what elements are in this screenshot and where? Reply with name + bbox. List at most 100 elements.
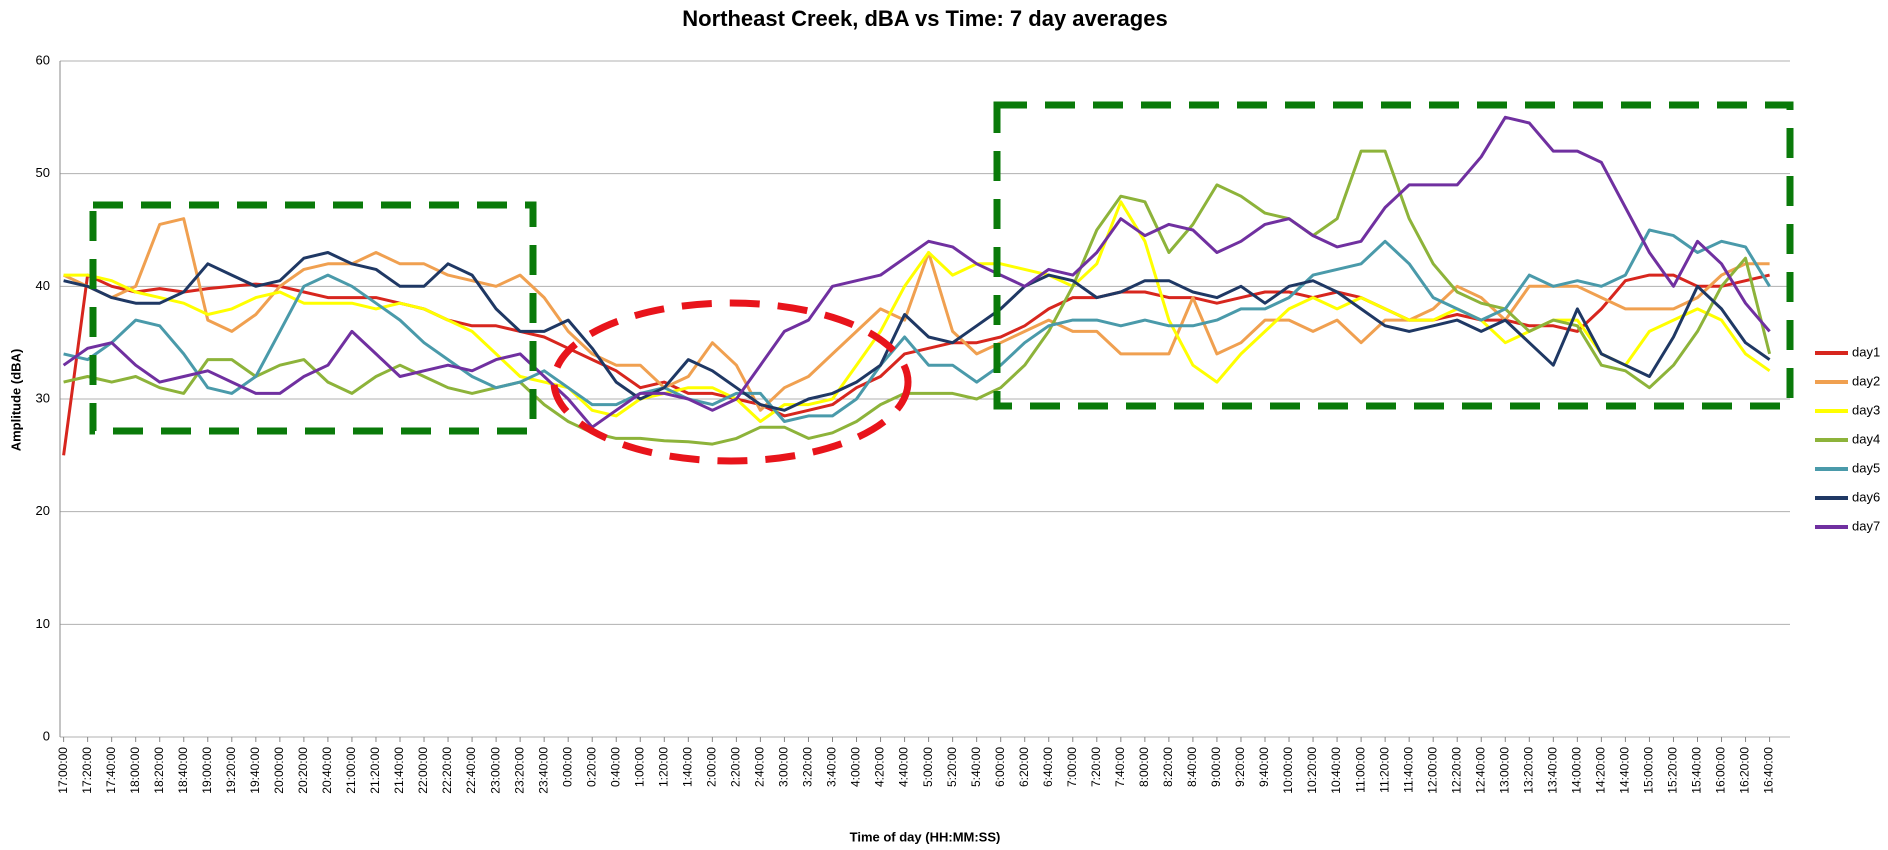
series-line (63, 251, 1771, 412)
x-tick-label: 5:00:00 (921, 747, 935, 787)
x-tick-label: 10:20:00 (1305, 747, 1319, 794)
x-tick-label: 22:20:00 (440, 747, 454, 794)
x-tick-label: 23:20:00 (512, 747, 526, 794)
highlight-box (993, 101, 1794, 410)
x-tick-label: 18:40:00 (176, 747, 190, 794)
x-tick-label: 11:20:00 (1377, 747, 1391, 793)
series-line (63, 228, 1771, 423)
y-tick-label: 30 (36, 390, 50, 405)
x-tick-label: 23:40:00 (536, 747, 550, 794)
x-tick-label: 18:00:00 (128, 747, 142, 794)
x-tick-label: 17:40:00 (104, 747, 118, 794)
x-tick-label: 1:00:00 (632, 747, 646, 787)
y-tick-label: 10 (36, 616, 50, 631)
x-tick-label: 12:00:00 (1425, 747, 1439, 794)
legend-label: day7 (1852, 518, 1880, 533)
x-tick-label: 13:00:00 (1497, 747, 1511, 794)
legend-label: day6 (1852, 489, 1880, 504)
x-tick-label: 12:20:00 (1449, 747, 1463, 794)
series-line (62, 115, 1771, 429)
x-tick-label: 22:00:00 (416, 747, 430, 794)
x-tick-label: 1:20:00 (656, 747, 670, 787)
x-tick-label: 9:40:00 (1257, 747, 1271, 787)
x-tick-label: 21:20:00 (368, 747, 382, 794)
x-tick-label: 4:20:00 (873, 747, 887, 787)
annotations (89, 101, 1794, 465)
x-tick-label: 9:20:00 (1233, 747, 1247, 787)
x-tick-label: 17:20:00 (80, 747, 94, 794)
x-tick-label: 0:40:00 (608, 747, 622, 787)
legend-label: day4 (1852, 431, 1880, 446)
x-tick-label: 14:00:00 (1570, 747, 1584, 794)
x-tick-label: 16:00:00 (1714, 747, 1728, 794)
x-tick-label: 15:00:00 (1642, 747, 1656, 794)
x-tick-label: 19:40:00 (248, 747, 262, 794)
y-tick-label: 60 (36, 52, 50, 67)
x-tick-label: 19:00:00 (200, 747, 214, 794)
x-tick-label: 20:40:00 (320, 747, 334, 794)
legend-label: day1 (1852, 344, 1880, 359)
y-axis-title: Amplitude (dBA) (8, 349, 23, 452)
x-tick-label: 20:20:00 (296, 747, 310, 794)
x-tick-label: 8:20:00 (1161, 747, 1175, 787)
legend-label: day3 (1852, 402, 1880, 417)
x-tick-label: 9:00:00 (1209, 747, 1223, 787)
chart-title: Northeast Creek, dBA vs Time: 7 day aver… (682, 6, 1167, 31)
x-tick-label: 3:00:00 (777, 747, 791, 787)
x-tick-label: 0:20:00 (584, 747, 598, 787)
series-line (63, 200, 1771, 423)
x-tick-label: 7:00:00 (1065, 747, 1079, 787)
x-tick-label: 6:00:00 (993, 747, 1007, 787)
legend-label: day2 (1852, 373, 1880, 388)
x-tick-label: 11:40:00 (1401, 747, 1415, 793)
y-tick-label: 0 (43, 728, 50, 743)
x-tick-label: 8:00:00 (1137, 747, 1151, 787)
lines (62, 115, 1772, 456)
x-tick-label: 2:20:00 (729, 747, 743, 787)
x-tick-label: 5:20:00 (945, 747, 959, 787)
x-tick-label: 19:20:00 (224, 747, 238, 794)
x-tick-label: 14:20:00 (1594, 747, 1608, 794)
x-tick-label: 18:20:00 (152, 747, 166, 794)
x-tick-label: 7:40:00 (1113, 747, 1127, 787)
x-tick-label: 1:40:00 (680, 747, 694, 787)
x-tick-label: 2:00:00 (705, 747, 719, 787)
x-tick-label: 3:20:00 (801, 747, 815, 787)
x-tick-label: 17:00:00 (56, 747, 70, 794)
x-tick-label: 6:20:00 (1017, 747, 1031, 787)
legend-label: day5 (1852, 460, 1880, 475)
x-tick-label: 23:00:00 (488, 747, 502, 794)
x-tick-label: 4:40:00 (897, 747, 911, 787)
x-tick-label: 16:40:00 (1762, 747, 1776, 794)
y-tick-label: 40 (36, 278, 50, 293)
x-tick-label: 10:40:00 (1329, 747, 1343, 794)
x-axis-title: Time of day (HH:MM:SS) (850, 829, 1001, 844)
x-tick-label: 3:40:00 (825, 747, 839, 787)
highlight-box (89, 201, 537, 435)
x-tick-label: 0:00:00 (560, 747, 574, 787)
x-tick-label: 16:20:00 (1738, 747, 1752, 794)
x-tick-label: 5:40:00 (969, 747, 983, 787)
highlight-ellipse (550, 299, 912, 465)
x-tick-label: 14:40:00 (1618, 747, 1632, 794)
x-tick-label: 4:00:00 (849, 747, 863, 787)
series-line (62, 217, 1770, 412)
y-tick-label: 20 (36, 503, 50, 518)
x-tick-label: 8:40:00 (1185, 747, 1199, 787)
x-tick-label: 2:40:00 (753, 747, 767, 787)
x-tick-label: 13:20:00 (1521, 747, 1535, 794)
x-tick-label: 21:00:00 (344, 747, 358, 794)
x-tick-label: 11:00:00 (1353, 747, 1367, 793)
series-line (63, 149, 1772, 446)
x-tick-label: 15:40:00 (1690, 747, 1704, 794)
x-tick-label: 13:40:00 (1545, 747, 1559, 794)
x-tick-label: 21:40:00 (392, 747, 406, 794)
y-tick-label: 50 (36, 165, 50, 180)
x-tick-label: 10:00:00 (1281, 747, 1295, 794)
x-tick-label: 22:40:00 (464, 747, 478, 794)
x-tick-label: 20:00:00 (272, 747, 286, 794)
grid (59, 60, 1790, 742)
x-tick-label: 7:20:00 (1089, 747, 1103, 787)
x-tick-label: 12:40:00 (1473, 747, 1487, 794)
